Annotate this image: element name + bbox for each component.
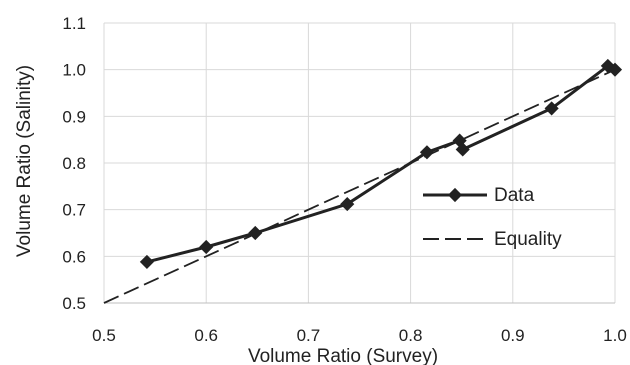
grid (103, 22, 616, 304)
data-point (199, 239, 214, 255)
x-axis-title: Volume Ratio (Survey) (248, 346, 438, 365)
data-point (419, 145, 435, 160)
data-point (248, 225, 263, 241)
y-tick-label: 0.7 (62, 201, 86, 220)
series-equality (103, 68, 616, 304)
x-tick-label: 0.8 (399, 326, 423, 345)
data-line (146, 64, 616, 264)
tick-labels: 0.5 0.6 0.7 0.8 0.9 1.0 0.5 0.6 0.7 0.8 0.9 1.0 1.1 (62, 14, 626, 345)
legend-data-label: Data (494, 185, 535, 206)
legend-data-marker (447, 187, 463, 203)
y-tick-label: 0.9 (62, 107, 86, 126)
data-point (455, 142, 470, 157)
equality-line (103, 68, 616, 304)
series-data (139, 58, 623, 270)
y-tick-label: 0.8 (62, 154, 86, 173)
data-point (607, 62, 623, 77)
y-tick-label: 0.5 (62, 294, 86, 313)
x-tick-label: 0.6 (194, 326, 218, 345)
y-tick-label: 0.6 (62, 247, 86, 266)
x-tick-label: 1.0 (603, 326, 627, 345)
x-tick-label: 0.5 (92, 326, 116, 345)
legend: Data Equality (423, 185, 562, 250)
y-tick-label: 1.1 (62, 14, 86, 33)
x-tick-label: 0.7 (297, 326, 321, 345)
x-tick-label: 0.9 (501, 326, 525, 345)
y-axis-title: Volume Ratio (Salinity) (14, 65, 35, 257)
data-point (544, 101, 559, 116)
y-tick-label: 1.0 (62, 61, 86, 80)
legend-equality-label: Equality (494, 229, 562, 250)
data-point (139, 254, 154, 270)
data-point (340, 196, 355, 212)
